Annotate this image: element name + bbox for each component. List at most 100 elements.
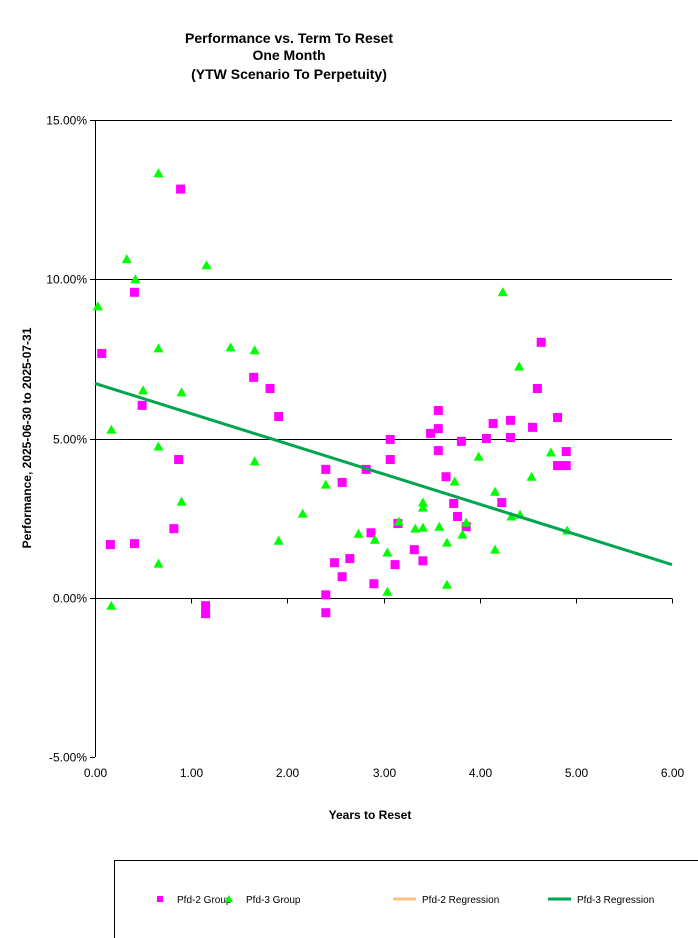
legend-label: Pfd-3 Group [246,895,301,906]
pfd-2-point [129,539,139,549]
pfd-2-point [385,455,395,465]
pfd-3-point [121,254,132,264]
pfd-2-point [433,446,443,456]
x-tick-label: 4.00 [469,766,493,780]
x-axis-label: Years to Reset [329,808,412,822]
pfd-2-point [433,405,443,415]
x-tick-label: 6.00 [661,766,685,780]
pfd-3-point [410,523,421,533]
pfd-2-point [433,424,443,434]
pfd-2-point [418,556,428,566]
pfd-2-point [385,434,395,444]
pfd-3-point [457,529,468,539]
chart-title-line-3: (YTW Scenario To Perpetuity) [191,66,387,82]
pfd-2-point [321,464,331,474]
y-tick-label: 10.00% [46,273,87,287]
gridlines [95,120,672,599]
pfd-3-point [449,476,460,486]
pfd-2-point [481,434,491,443]
pfd-3-point [441,579,452,589]
pfd-3-point [473,451,484,461]
pfd-3-point [545,447,556,457]
legend-square-icon [157,896,163,902]
pfd-3-point [273,535,284,545]
x-tick-label: 1.00 [180,766,204,780]
pfd-3-point [490,486,501,496]
pfd-3-point [138,385,149,395]
pfd-2-point [449,498,459,508]
pfd-2-point [321,590,331,600]
pfd-3-point [417,522,428,532]
pfd-2-point [201,601,211,611]
legend-label: Pfd-2 Regression [422,895,499,906]
pfd-3-point [417,502,428,512]
pfd-2-point [528,422,538,432]
pfd-3-point [153,168,164,178]
pfd-2-point [274,412,284,422]
pfd-2-point [129,287,139,297]
pfd-3-point [526,471,537,481]
pfd-2-point [561,461,571,471]
x-tick-label: 3.00 [373,766,397,780]
pfd-2-point [456,436,466,446]
pfd-2-point [441,472,451,482]
pfd-2-point [105,540,115,550]
pfd-3-point [153,441,164,451]
pfd-2-point [321,608,331,618]
pfd-2-point [329,558,339,568]
y-tick-label: 5.00% [53,433,87,447]
y-tick-label: 15.00% [46,114,87,128]
chart-title: Performance vs. Term To Reset One Month … [185,30,393,82]
chart-title-line-2: One Month [252,47,325,63]
pfd-2-point [461,522,471,532]
pfd-2-point [536,337,546,347]
pfd-2-point [337,572,347,582]
pfd-2-point [201,609,211,619]
axes [90,120,673,758]
pfd-3-point [201,260,212,270]
pfd-3-point [369,534,380,544]
legend-label: Pfd-3 Regression [577,895,654,906]
pfd-3-point [130,274,141,284]
y-tick-label: 0.00% [53,592,87,606]
pfd-2-point [176,184,186,194]
x-tick-label: 2.00 [276,766,300,780]
pfd-2-point [265,383,275,393]
pfd-3-point [382,547,393,557]
pfd-2-point [169,524,179,534]
y-axis-label: Performance, 2025-06-30 to 2025-07-31 [20,327,34,548]
pfd-2-point [453,512,463,522]
pfd-3-point [320,479,331,489]
legend-label: Pfd-2 Group [177,895,232,906]
legend: Pfd-2 Group Pfd-3 Group Pfd-2 Regression Pf… [157,895,654,906]
pfd-3-point [297,508,308,518]
pfd-2-point [337,477,347,487]
pfd-3-point [506,511,517,521]
pfd-3-point [153,558,164,568]
pfd-2-point [409,545,419,555]
pfd-2-point [505,415,515,425]
pfd-3-point [176,496,187,506]
x-tick-label: 5.00 [565,766,589,780]
data-marks [92,168,673,619]
pfd-3-point [441,537,452,547]
pfd-2-point [488,419,498,429]
pfd-2-point [345,554,355,564]
y-tick-label: -5.00% [49,751,87,765]
x-tick-label: 0.00 [84,766,108,780]
pfd-2-point [426,428,436,438]
pfd-3-point [514,361,525,371]
pfd-2-point [561,447,571,457]
pfd-2-point [390,560,400,570]
pfd-2-point [366,528,376,538]
legend-triangle-icon [225,895,233,902]
pfd-3-point [497,287,508,297]
pfd-2-point [553,412,563,422]
pfd-2-point [174,455,184,465]
pfd-2-point [97,348,107,358]
pfd-3-point [106,600,117,610]
pfd-2-point [369,579,379,589]
pfd-3-point [434,521,445,531]
pfd-3-point [417,497,428,507]
